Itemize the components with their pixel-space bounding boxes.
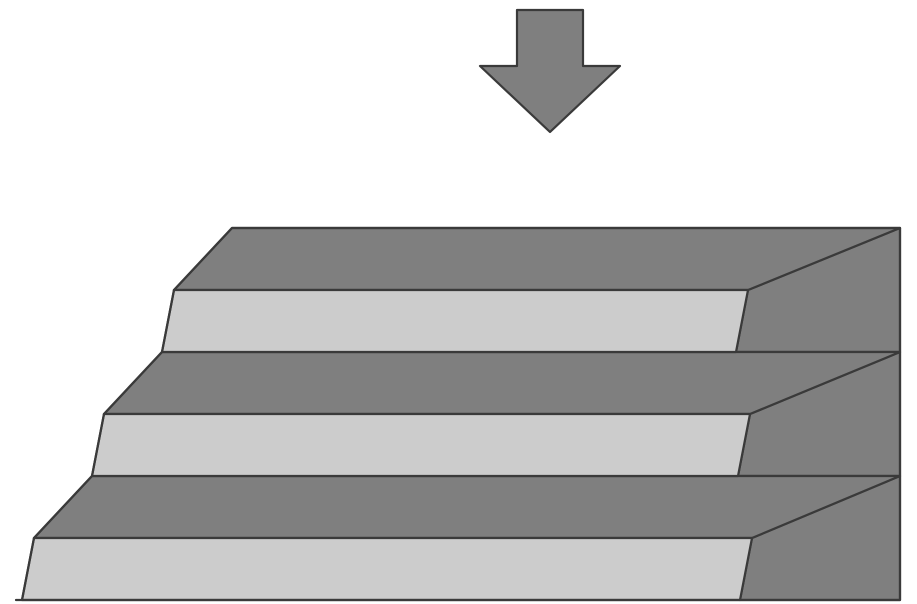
down-arrow [480, 10, 620, 132]
stairs-riser-1 [92, 414, 750, 476]
stairs-shape [16, 228, 900, 600]
stairs-tread-0 [34, 476, 900, 538]
diagram-canvas [0, 0, 917, 604]
stairs-riser-0 [22, 538, 752, 600]
stairs-riser-2 [162, 290, 748, 352]
down-arrow-icon [480, 10, 620, 132]
